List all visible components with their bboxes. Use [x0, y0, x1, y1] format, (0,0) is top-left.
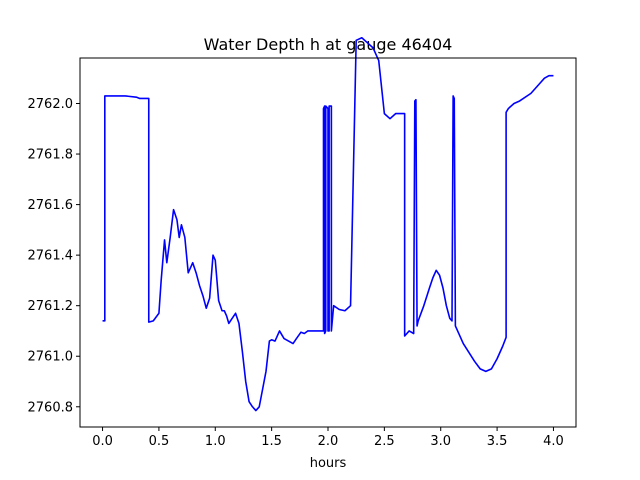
y-tick-label: 2760.8 [28, 400, 74, 415]
x-tick-label: 3.5 [487, 434, 508, 449]
y-axis: 2760.8 2761.0 2761.2 2761.4 2761.6 2761.8 2762… [28, 97, 80, 415]
x-tick-label: 1.0 [205, 434, 226, 449]
x-tick-label: 2.5 [374, 434, 395, 449]
x-axis: 0.0 0.5 1.0 1.5 2.0 2.5 3.0 3.5 4.0 [92, 427, 564, 449]
y-tick-label: 2761.4 [28, 249, 74, 264]
x-tick-label: 4.0 [543, 434, 564, 449]
plot-area [79, 36, 577, 428]
line-layer [102, 36, 554, 412]
y-tick-label: 2761.2 [28, 299, 74, 314]
y-tick-label: 2761.0 [28, 350, 74, 365]
y-tick-label: 2761.6 [28, 198, 74, 213]
y-tick-label: 2761.8 [28, 148, 74, 163]
x-tick-label: 3.0 [430, 434, 451, 449]
x-tick-label: 0.5 [149, 434, 170, 449]
y-tick-label: 2762.0 [28, 97, 74, 112]
series-line-0 [102, 36, 554, 412]
x-tick-label: 2.0 [318, 434, 339, 449]
chart-title: Water Depth h at gauge 46404 [204, 35, 453, 54]
x-axis-label: hours [310, 456, 347, 471]
x-tick-label: 0.0 [92, 434, 113, 449]
x-tick-label: 1.5 [261, 434, 282, 449]
